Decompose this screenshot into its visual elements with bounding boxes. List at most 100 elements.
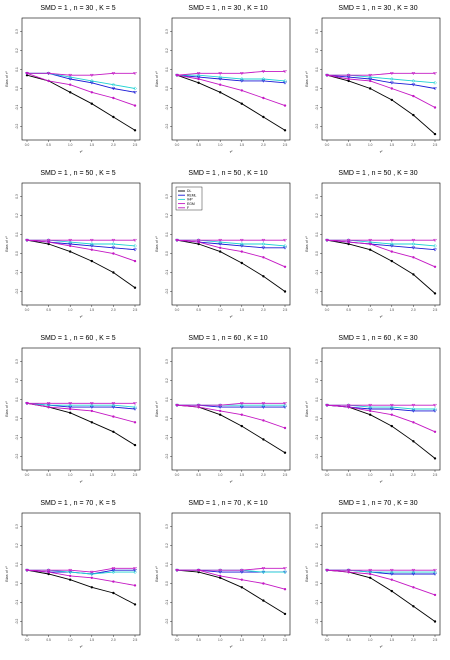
plot-frame [21, 512, 141, 636]
data-point-f [346, 238, 351, 243]
data-point-ihp [89, 242, 94, 246]
chart-title: SMD = 1 , n = 60 , K = 10 [188, 335, 267, 342]
x-tick-label: 2.0 [411, 308, 416, 312]
data-point-ihp [133, 570, 137, 575]
x-tick-label: 2.5 [433, 143, 438, 147]
data-point-ihp [261, 403, 266, 408]
x-tick-label: 2.5 [283, 638, 288, 642]
y-axis-label: Bias of τ² [5, 236, 9, 252]
data-point-f [283, 567, 287, 571]
x-tick-label: 0.0 [325, 308, 330, 312]
y-tick-label: -0.1 [165, 105, 169, 111]
x-axis-label: τ² [380, 645, 383, 649]
y-axis-label: Bias of τ² [305, 566, 309, 582]
y-tick-label: 0.3 [165, 359, 169, 364]
x-tick-label: 1.5 [390, 638, 395, 642]
y-tick-label: 0.2 [15, 543, 19, 548]
chart-panel: SMD = 1 , n = 30 , K = 5 0.3 0.2 0.1 0.0 -0.1… [0, 0, 150, 165]
data-point-dl [347, 79, 350, 83]
series-line-reml [326, 404, 435, 412]
y-tick-label: -0.1 [165, 270, 169, 276]
data-point-egm [240, 89, 243, 92]
data-point-f [368, 403, 373, 408]
x-tick-label: 0.5 [196, 143, 201, 147]
data-point-f [111, 72, 116, 76]
data-point-egm [112, 96, 115, 100]
x-tick-label: 0.0 [25, 638, 30, 642]
chart-panel: SMD = 1 , n = 70 , K = 10 0.3 0.2 0.1 0.0 -0.… [150, 495, 300, 660]
x-tick-label: 0.0 [325, 638, 330, 642]
x-tick-label: 2.0 [411, 638, 416, 642]
data-point-f [89, 402, 94, 406]
x-tick-label: 1.5 [90, 143, 95, 147]
y-tick-label: 0.3 [15, 359, 19, 364]
y-axis-label: Bias of τ² [5, 71, 9, 87]
data-point-f [25, 72, 29, 76]
plot-frame [321, 17, 441, 141]
data-point-dl [347, 242, 350, 246]
y-tick-label: 0.1 [15, 562, 19, 567]
y-tick-label: 0.3 [315, 194, 319, 199]
y-tick-label: 0.2 [15, 48, 19, 53]
data-point-dl [262, 275, 265, 278]
x-tick-label: 2.0 [261, 473, 266, 477]
data-point-ihp [261, 77, 266, 81]
series-line-f [27, 72, 135, 76]
data-point-f [261, 567, 266, 571]
y-tick-label: 0.3 [165, 524, 169, 529]
x-tick-label: 2.0 [261, 308, 266, 312]
x-tick-label: 2.5 [433, 638, 438, 642]
y-tick-label: 0.2 [315, 378, 319, 383]
data-point-reml [218, 570, 223, 574]
data-point-dl [369, 576, 372, 579]
data-point-dl [219, 250, 222, 253]
x-tick-label: 2.5 [133, 143, 138, 147]
plot-frame [171, 182, 291, 306]
series-line-egm [326, 404, 436, 433]
x-tick-label: 2.5 [133, 638, 138, 642]
data-point-ihp [261, 242, 266, 246]
data-point-dl [90, 421, 94, 424]
x-tick-label: 1.5 [390, 473, 395, 477]
data-point-dl [112, 430, 115, 433]
data-point-dl [240, 261, 243, 265]
data-point-reml [68, 77, 73, 81]
data-point-egm [219, 574, 222, 578]
x-tick-label: 0.5 [46, 143, 51, 147]
data-point-dl [219, 413, 222, 416]
data-point-egm [133, 259, 137, 263]
data-point-dl [47, 572, 50, 576]
legend-label: IHP [187, 198, 193, 202]
data-point-reml [218, 242, 223, 246]
series-line-reml [27, 72, 136, 93]
data-point-reml [433, 248, 437, 252]
series-line-f [327, 72, 435, 76]
data-point-f [368, 73, 373, 78]
x-tick-label: 2.0 [111, 143, 116, 147]
x-axis-label: τ² [80, 645, 83, 649]
data-point-egm [90, 576, 94, 579]
data-point-ihp [218, 240, 223, 245]
chart-svg: SMD = 1 , n = 70 , K = 10 0.3 0.2 0.1 0.0 -0.… [155, 500, 291, 649]
data-point-reml [346, 75, 351, 79]
y-tick-label: 0.0 [165, 86, 169, 91]
data-point-dl [219, 576, 222, 579]
data-point-reml [133, 568, 137, 573]
y-tick-label: -0.2 [165, 124, 169, 130]
data-point-ihp [389, 77, 394, 81]
y-tick-label: -0.2 [315, 289, 319, 295]
x-tick-label: 0.5 [196, 473, 201, 477]
y-tick-label: -0.1 [165, 600, 169, 606]
data-point-f [68, 238, 73, 243]
data-point-f [218, 238, 223, 243]
data-point-dl [283, 290, 287, 293]
chart-svg: SMD = 1 , n = 50 , K = 10 0.3 0.2 0.1 0.0 -0.… [155, 170, 291, 319]
x-tick-label: 2.5 [433, 308, 438, 312]
data-point-reml [283, 81, 287, 85]
x-tick-label: 1.5 [240, 308, 245, 312]
data-point-ihp [89, 572, 94, 576]
data-point-ihp [68, 75, 73, 80]
y-tick-label: -0.1 [315, 435, 319, 441]
chart-title: SMD = 1 , n = 60 , K = 5 [40, 335, 115, 342]
data-point-f [111, 238, 116, 243]
